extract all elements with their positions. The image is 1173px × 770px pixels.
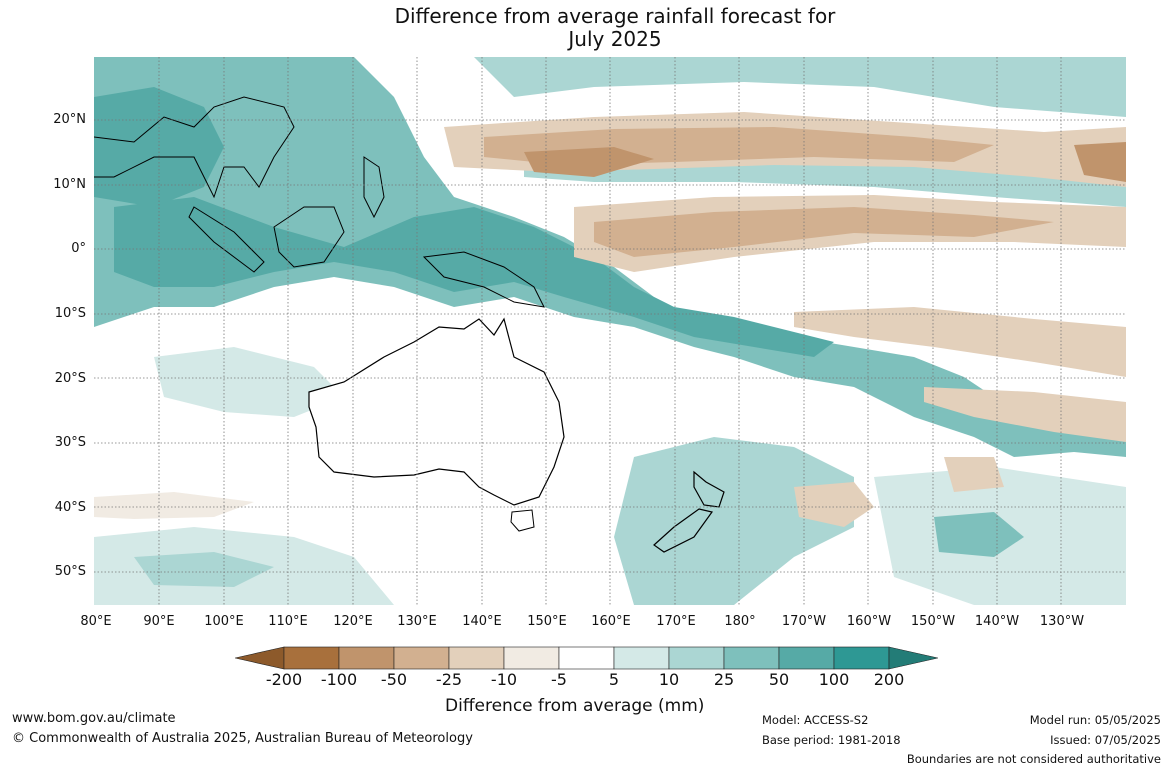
wet-region-north-pacific [474,57,1126,117]
new-guinea-outline [422,251,545,308]
wet-patch-southern-ocean [134,552,274,587]
lon-label-80e: 80°E [80,614,112,629]
issued-date: Issued: 07/05/2025 [1050,733,1161,747]
dry-band-south-pacific-2 [924,387,1126,442]
colorbar-tick: 100 [818,670,850,689]
colorbar-swatch [833,646,890,670]
lon-label-90e: 90°E [143,614,175,629]
colorbar-tick: -5 [551,670,567,689]
lat-label-30s: 30°S [54,435,86,450]
colorbar-legend [235,646,938,670]
borneo-outline [273,206,345,268]
colorbar-swatch [668,646,725,670]
lon-label-140e: 140°E [462,614,502,629]
lon-label-140w: 140°W [974,614,1020,629]
colorbar-swatch [558,646,615,670]
wet-region-bay-of-bengal [94,87,224,207]
colorbar-tick: -100 [320,670,358,689]
colorbar-tick: -200 [265,670,303,689]
new-zealand-outline [653,470,725,553]
lon-label-170w: 170°W [781,614,827,629]
lon-label-160e: 160°E [591,614,631,629]
map-title: Difference from average rainfall forecas… [0,5,1173,51]
lon-label-150w: 150°W [910,614,956,629]
colorbar-tick: 5 [608,670,620,689]
copyright-text: © Commonwealth of Australia 2025, Austra… [12,731,473,746]
website-link[interactable]: www.bom.gov.au/climate [12,711,176,726]
lat-label-10n: 10°N [53,177,86,192]
lon-label-130e: 130°E [397,614,437,629]
colorbar-swatch [448,646,505,670]
australia-outline [308,317,565,506]
model-name: Model: ACCESS-S2 [762,713,869,727]
colorbar-swatch [393,646,450,670]
boundaries-disclaimer: Boundaries are not considered authoritat… [906,752,1161,766]
lon-label-180: 180° [724,614,756,629]
title-line-1: Difference from average rainfall forecas… [394,4,836,28]
lon-label-150e: 150°E [527,614,567,629]
wet-patch-south-pacific-east [934,512,1024,557]
colorbar-tick: -10 [490,670,518,689]
lat-label-20s: 20°S [54,371,86,386]
dry-band-north-east [1074,142,1126,182]
map-canvas [94,57,1126,605]
colorbar-swatch [613,646,670,670]
colorbar-tick: 50 [768,670,790,689]
sumatra-outline [188,206,265,273]
colorbar-swatch [503,646,560,670]
tasmania-outline [510,509,535,532]
colorbar-swatch [283,646,340,670]
colorbar-label: Difference from average (mm) [445,696,705,716]
asia-mainland-outline [94,96,295,199]
colorbar-tick: -50 [380,670,408,689]
dry-patch-south [794,482,874,527]
graticule [94,57,1126,605]
wet-region-se-asia [94,57,1126,457]
lon-label-170e: 170°E [656,614,696,629]
dry-band-south-pacific [794,307,1126,377]
base-period: Base period: 1981-2018 [762,733,901,747]
colorbar-swatch [778,646,835,670]
lat-label-50s: 50°S [54,564,86,579]
colorbar-low-extend [235,646,285,670]
philippines-outline [363,156,385,219]
lon-label-100e: 100°E [204,614,244,629]
colorbar-tick: 25 [713,670,735,689]
dry-patch-indian-ocean [94,492,254,519]
lat-label-40s: 40°S [54,500,86,515]
colorbar-high-extend [888,646,938,670]
colorbar-swatch [723,646,780,670]
dry-band-north-strong [524,147,654,177]
lat-label-0: 0° [71,241,86,256]
very-wet-maritime-continent [114,197,834,357]
lon-label-160w: 160°W [846,614,892,629]
colorbar-tick: 200 [873,670,905,689]
lat-label-10s: 10°S [54,306,86,321]
lat-label-20n: 20°N [53,112,86,127]
wet-region-tasman [614,437,854,605]
lon-label-110e: 110°E [268,614,308,629]
lon-label-130w: 130°W [1039,614,1085,629]
rainfall-map [94,57,1126,605]
colorbar-swatch [338,646,395,670]
colorbar-tick: -25 [435,670,463,689]
dry-band-equatorial-core [594,207,1054,257]
lon-label-120e: 120°E [333,614,373,629]
dry-patch-south-east [944,457,1004,492]
wet-patches-indian-ocean [154,347,344,417]
colorbar-tick: 10 [658,670,680,689]
model-run-date: Model run: 05/05/2025 [1029,713,1161,727]
title-line-2: July 2025 [568,27,662,51]
